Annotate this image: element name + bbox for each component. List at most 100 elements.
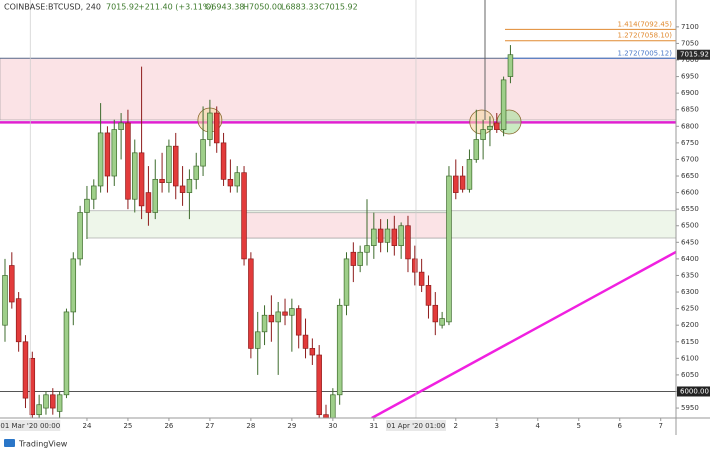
y-tick-label: 7050 (681, 39, 699, 47)
low: L6883.33 (281, 3, 319, 12)
candle-body (466, 159, 473, 190)
candle-body (70, 258, 77, 313)
candle-body (241, 172, 247, 260)
price-box-label: 7015.92 (680, 51, 709, 59)
close: C7015.92 (319, 3, 358, 12)
y-tick-label: 6700 (681, 155, 699, 163)
axes: 5950600060506100615062006250630063506400… (0, 23, 710, 431)
y-tick-label: 6900 (681, 89, 699, 97)
candle-body (15, 298, 22, 343)
zone (0, 58, 676, 121)
candle-body (275, 311, 281, 323)
x-tick-label: 3 (495, 422, 499, 430)
candle-body (425, 285, 432, 306)
candle-body (371, 228, 377, 246)
candle-body (36, 404, 42, 416)
candle-body (84, 198, 90, 213)
candle-body (227, 178, 234, 187)
candle-body (22, 341, 29, 399)
candle-body (152, 178, 158, 213)
candle-body (97, 132, 104, 187)
candle-body (453, 175, 459, 193)
candle-body (220, 142, 227, 180)
candle-body (350, 251, 357, 266)
x-tick-label: 2 (454, 422, 458, 430)
candle-body (248, 258, 254, 349)
x-tick-label: 31 (369, 422, 378, 430)
y-tick-label: 6300 (681, 288, 699, 296)
brand-icon (4, 439, 15, 447)
price-box (677, 49, 710, 60)
candle-body (391, 228, 398, 246)
y-tick-label: 6800 (681, 122, 699, 130)
candle-body (125, 122, 131, 200)
candle-body (132, 152, 138, 200)
candle-body (186, 178, 193, 193)
candle-body (302, 334, 309, 349)
y-tick-label: 7100 (681, 23, 699, 31)
candle-body (289, 308, 295, 316)
candle-body (104, 132, 111, 177)
zone (244, 212, 448, 239)
date-box (385, 420, 446, 431)
y-tick-label: 6150 (681, 338, 699, 346)
candle-body (2, 275, 8, 326)
x-tick-label: 5 (577, 422, 581, 430)
candle-body (494, 122, 500, 130)
candle-body (377, 228, 384, 243)
candle-body (138, 152, 145, 207)
candle-body (398, 225, 404, 246)
price-box-label: 6000.00 (680, 387, 709, 395)
open: O6943.38 (205, 3, 244, 12)
candle-body (213, 112, 220, 144)
candle-body (412, 258, 418, 273)
y-tick-label: 6850 (681, 106, 699, 114)
candle-body (336, 304, 343, 396)
candle-body (418, 271, 425, 286)
x-tick-label: 26 (164, 422, 173, 430)
y-tick-label: 5950 (681, 404, 699, 412)
candle-body (309, 348, 316, 356)
candle-body (43, 394, 49, 409)
fib-label: 1.414(7092.45) (618, 20, 673, 28)
candle-body (179, 185, 186, 193)
candle-body (254, 331, 261, 349)
candle-body (145, 192, 152, 213)
candle-body (439, 318, 445, 326)
y-tick-label: 6400 (681, 255, 699, 263)
candle-body (159, 178, 165, 183)
candle-body (459, 175, 466, 190)
candle-body (282, 311, 288, 316)
candle-body (330, 394, 336, 418)
x-tick-label: 29 (287, 422, 296, 430)
last-price: 7015.92 (106, 3, 139, 12)
candle-body (473, 139, 480, 160)
y-tick-label: 6500 (681, 222, 699, 230)
candle-body (63, 311, 70, 396)
date-box (0, 420, 61, 431)
x-tick-label: 7 (658, 422, 662, 430)
candle-body (91, 185, 97, 200)
candle-body (295, 308, 302, 336)
y-tick-label: 7000 (681, 56, 699, 64)
candle-body (118, 122, 124, 130)
plot-area (0, 0, 676, 418)
high: H7050.00 (243, 3, 282, 12)
header: COINBASE:BTCUSD, 240 7015.92 +211.40 (+3… (4, 3, 358, 12)
brand: TradingView (4, 439, 68, 449)
candle-body (56, 394, 63, 412)
y-tick-label: 6050 (681, 371, 699, 379)
date-label: 01 Apr '20 01:00 (387, 422, 446, 430)
y-tick-label: 6450 (681, 238, 699, 246)
x-tick-label: 6 (617, 422, 622, 430)
date-label: 01 Mar '20 00:00 (0, 422, 60, 430)
candle-body (29, 357, 36, 416)
price-box (677, 386, 710, 397)
symbol: COINBASE:BTCUSD, 240 (4, 3, 101, 12)
candle-body (77, 212, 83, 260)
x-tick-label: 4 (536, 422, 541, 430)
candle-body (193, 165, 199, 180)
x-tick-label: 25 (123, 422, 132, 430)
candle-body (364, 245, 370, 253)
